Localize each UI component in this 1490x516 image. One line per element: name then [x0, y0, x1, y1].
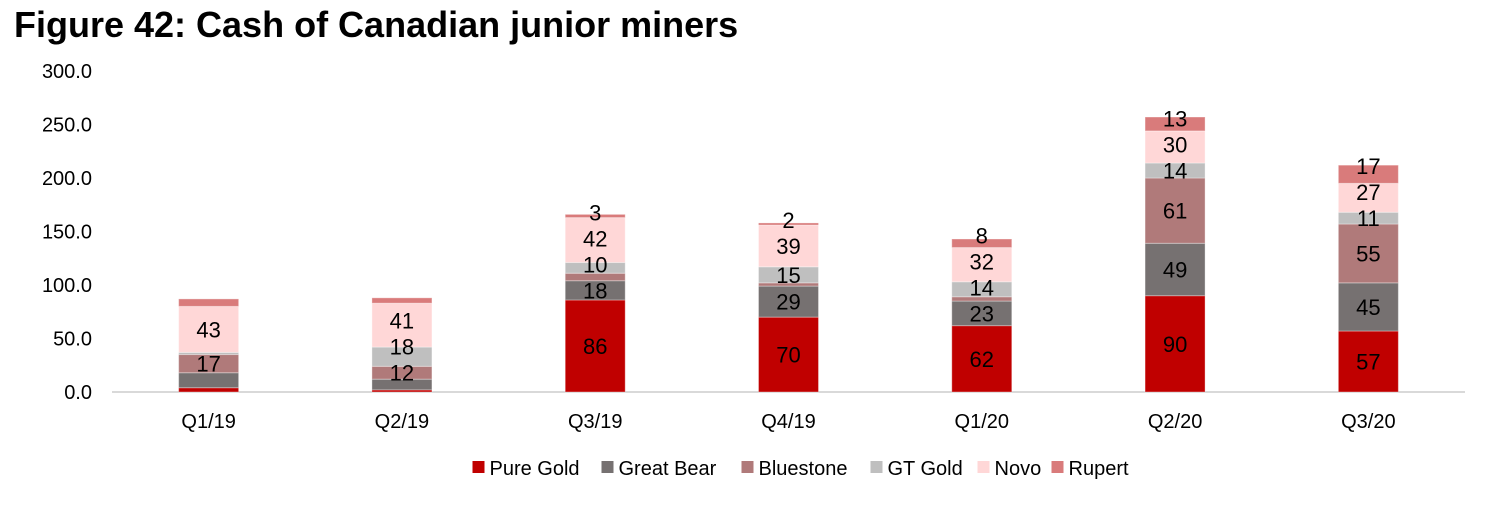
data-label: 18	[583, 278, 607, 303]
data-label: 39	[776, 234, 800, 259]
data-label: 3	[589, 200, 601, 225]
bar-segment-novo	[1144, 130, 1206, 164]
data-label: 17	[196, 352, 220, 377]
bar-segment-great-bear	[1144, 242, 1206, 297]
bar-segment-novo	[178, 305, 240, 353]
y-tick-label: 50.0	[53, 329, 92, 351]
legend-swatch	[741, 461, 754, 473]
legend-swatch	[1051, 461, 1064, 473]
data-label: 61	[1163, 199, 1187, 224]
data-label: 29	[776, 290, 800, 315]
data-label: 45	[1356, 295, 1380, 320]
bar-segment-pure-gold	[178, 387, 240, 393]
bar-segment-rupert	[178, 298, 240, 307]
legend-label: Great Bear	[619, 458, 717, 480]
y-tick-label: 250.0	[42, 115, 92, 137]
y-tick-label: 200.0	[42, 168, 92, 190]
data-label: 62	[970, 347, 994, 372]
bar-segment-pure-gold	[1144, 295, 1206, 393]
data-label: 43	[196, 317, 220, 342]
legend-label: Bluestone	[759, 458, 848, 480]
legend-label: Rupert	[1069, 458, 1129, 480]
y-tick-label: 0.0	[64, 382, 92, 404]
bar-segment-novo	[1337, 182, 1399, 213]
x-tick-label: Q1/20	[955, 411, 1009, 433]
bar-segment-novo	[564, 217, 626, 264]
data-label: 8	[976, 223, 988, 248]
data-label: 86	[583, 334, 607, 359]
bar-segment-great-bear	[758, 285, 819, 318]
chart-title: Figure 42: Cash of Canadian junior miner…	[14, 4, 739, 45]
y-tick-label: 300.0	[42, 61, 92, 83]
data-label: 12	[390, 361, 414, 386]
data-label: 14	[970, 275, 994, 300]
data-label: 70	[776, 343, 800, 368]
data-label: 42	[583, 226, 607, 251]
bar-segment-gt-gold	[1144, 162, 1206, 179]
data-label: 41	[390, 309, 414, 334]
legend-label: Novo	[995, 458, 1042, 480]
y-tick-label: 100.0	[42, 275, 92, 297]
data-label: 2	[782, 208, 794, 233]
data-label: 14	[1163, 159, 1187, 184]
bar-segment-great-bear	[1337, 282, 1399, 332]
data-label: 32	[970, 249, 994, 274]
bar-segment-rupert	[1337, 164, 1399, 184]
x-tick-label: Q1/19	[181, 411, 235, 433]
bar-segment-pure-gold	[758, 316, 819, 393]
data-label: 18	[390, 335, 414, 360]
bar-segment-novo	[371, 302, 433, 348]
data-label: 11	[1357, 206, 1380, 231]
data-label: 55	[1356, 241, 1380, 266]
bar-segment-rupert	[564, 213, 626, 219]
data-label: 27	[1356, 180, 1380, 205]
bar-segment-novo	[758, 224, 819, 268]
data-label: 90	[1163, 332, 1187, 357]
bar-segment-pure-gold	[1337, 330, 1399, 393]
y-tick-label: 150.0	[42, 222, 92, 244]
data-label: 17	[1356, 154, 1380, 179]
data-label: 13	[1163, 107, 1187, 132]
legend-label: Pure Gold	[490, 458, 580, 480]
bar-segment-great-bear	[951, 300, 1013, 327]
data-label: 10	[583, 252, 607, 277]
bar-segment-novo	[951, 247, 1013, 283]
bar-segment-pure-gold	[951, 325, 1013, 393]
x-tick-label: Q3/19	[568, 411, 622, 433]
x-tick-label: Q4/19	[761, 411, 815, 433]
legend-swatch	[977, 461, 990, 473]
data-label: 15	[776, 263, 800, 288]
data-label: 49	[1163, 257, 1187, 282]
x-tick-label: Q3/20	[1341, 411, 1395, 433]
bar-segment-bluestone	[1337, 223, 1399, 284]
legend-swatch	[601, 461, 614, 473]
legend-label: GT Gold	[888, 458, 963, 480]
x-tick-label: Q2/19	[375, 411, 429, 433]
legend-swatch	[870, 461, 883, 473]
bar-segment-rupert	[371, 297, 433, 304]
bar-segment-rupert	[951, 238, 1013, 249]
bar-segment-rupert	[758, 222, 819, 226]
x-tick-label: Q2/20	[1148, 411, 1202, 433]
bar-segment-bluestone	[1144, 177, 1206, 244]
legend-swatch	[472, 461, 485, 473]
data-label: 57	[1356, 350, 1380, 375]
data-label: 23	[970, 301, 994, 326]
bar-segment-rupert	[1144, 116, 1206, 132]
data-label: 30	[1163, 133, 1187, 158]
